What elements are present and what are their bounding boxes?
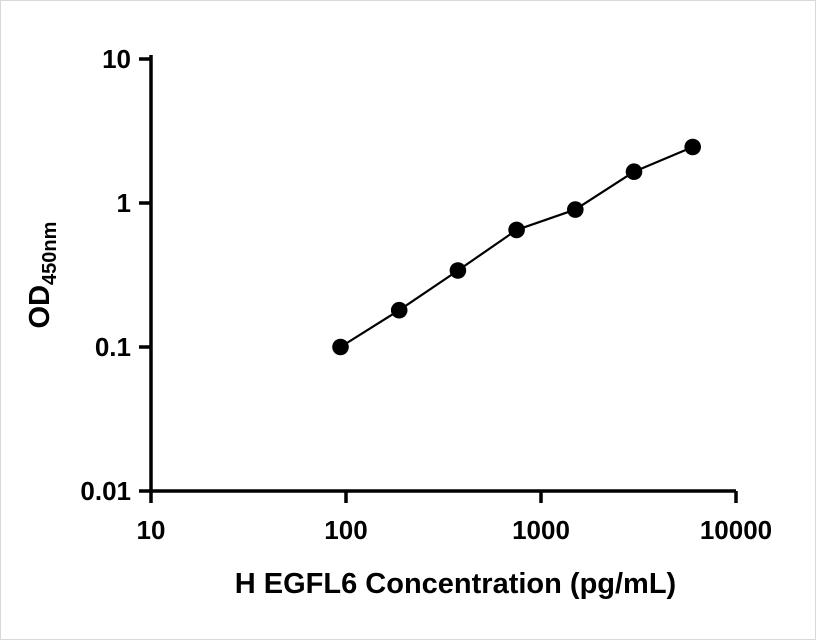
x-axis-title: H EGFL6 Concentration (pg/mL) bbox=[235, 568, 676, 600]
x-tick-label: 1000 bbox=[512, 515, 570, 545]
data-point bbox=[567, 201, 584, 218]
x-tick-label: 10 bbox=[137, 515, 166, 545]
data-point bbox=[449, 262, 467, 279]
y-axis-title-main: OD bbox=[24, 285, 56, 329]
data-point bbox=[390, 301, 408, 319]
data-point bbox=[332, 338, 349, 356]
y-tick-label: 0.01 bbox=[80, 476, 131, 506]
y-tick-label: 10 bbox=[102, 44, 131, 74]
data-point bbox=[625, 163, 643, 180]
data-point bbox=[508, 221, 525, 239]
y-tick-label: 1 bbox=[117, 188, 131, 218]
x-tick-label: 10000 bbox=[700, 515, 772, 545]
y-axis-title-subscript: 450nm bbox=[39, 222, 61, 285]
y-tick-label: 0.1 bbox=[95, 332, 131, 362]
data-point bbox=[684, 138, 701, 156]
y-axis-title: OD450nm bbox=[24, 222, 61, 329]
x-tick-label: 100 bbox=[324, 515, 367, 545]
